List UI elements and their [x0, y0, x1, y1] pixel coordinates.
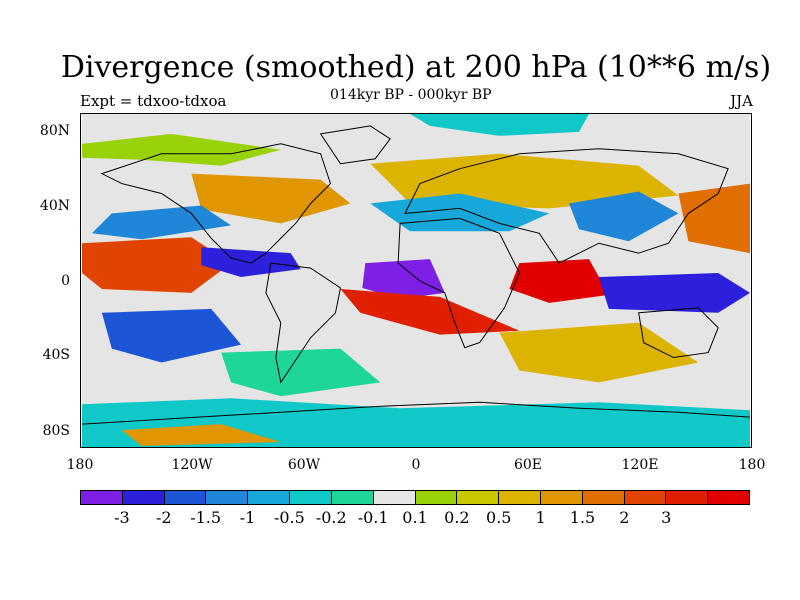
colorbar-label: -0.1 — [357, 508, 389, 527]
colorbar-box — [122, 491, 165, 504]
field-arctic-green — [82, 133, 281, 166]
colorbar-label: 0.2 — [444, 508, 470, 527]
field-sh-orange — [499, 322, 699, 383]
colorbar-label: -1 — [239, 508, 256, 527]
coast-australia — [638, 307, 719, 359]
field-na-orange — [191, 173, 351, 224]
lat-tick-40s: 40S — [42, 347, 70, 363]
field-eurasia-orange — [370, 153, 679, 209]
colorbar — [80, 490, 750, 505]
divergence-map — [80, 113, 752, 448]
colorbar-label: 1.5 — [569, 508, 596, 527]
lon-tick-60w: 60W — [287, 457, 321, 473]
season-label: JJA — [730, 92, 753, 110]
colorbar-label: -3 — [114, 508, 130, 527]
coast-eurasia — [404, 148, 729, 264]
colorbar-label: 3 — [661, 508, 672, 527]
colorbar-box — [666, 491, 709, 504]
colorbar-label: 0.1 — [402, 508, 428, 527]
field-npacific-orange — [678, 183, 750, 254]
coastlines — [81, 125, 751, 425]
colorbar-box — [540, 491, 583, 504]
colorbar-box — [206, 491, 249, 504]
field-atlantic-red — [340, 288, 520, 335]
lat-tick-80n: 80N — [39, 123, 70, 139]
colorbar-box — [290, 491, 332, 504]
lon-tick-60e: 60E — [513, 457, 543, 473]
field-maritime-blue — [598, 273, 750, 313]
colorbar-box — [624, 491, 667, 504]
colorbar-box — [415, 491, 458, 504]
colorbar-label: -0.5 — [273, 508, 305, 527]
lat-tick-40n: 40N — [39, 198, 70, 214]
colorbar-box — [81, 491, 123, 504]
colorbar-box — [164, 491, 207, 504]
field-sh-teal — [221, 348, 381, 397]
field-sh-blue — [101, 308, 242, 363]
lat-tick-80s: 80S — [42, 423, 70, 439]
field-antarctic-orange — [121, 424, 281, 447]
coast-africa — [397, 217, 520, 349]
colorbar-box — [457, 491, 500, 504]
coast-north-america — [100, 143, 332, 264]
experiment-label: Expt = tdxoo-tdxoa — [80, 92, 227, 110]
period-subtitle: 014kyr BP - 000kyr BP — [330, 87, 492, 103]
colorbar-label: 2 — [619, 508, 630, 527]
lon-tick-120w: 120W — [171, 457, 213, 473]
figure-title: Divergence (smoothed) at 200 hPa (10**6 … — [60, 50, 772, 85]
lon-tick-180e: 180 — [738, 457, 766, 473]
lon-tick-0: 0 — [411, 457, 421, 473]
colorbar-box — [373, 491, 416, 504]
colorbar-label: -0.2 — [315, 508, 347, 527]
field-io-red — [509, 259, 609, 303]
lat-tick-0: 0 — [61, 273, 70, 289]
field-arctic-teal — [410, 114, 589, 136]
coast-greenland — [319, 125, 391, 165]
colorbar-box — [248, 491, 291, 504]
colorbar-box — [708, 491, 749, 504]
colorbar-label: -1.5 — [190, 508, 222, 527]
colorbar-label: -2 — [155, 508, 172, 527]
lon-tick-120e: 120E — [621, 457, 659, 473]
colorbar-label: 1 — [535, 508, 546, 527]
coast-south-america — [265, 262, 342, 384]
colorbar-box — [331, 491, 374, 504]
colorbar-box — [499, 491, 541, 504]
lon-tick-180w: 180 — [66, 457, 94, 473]
field-asia-blue — [569, 191, 679, 242]
coast-antarctica — [81, 401, 751, 425]
field-atlantic-purple — [362, 259, 445, 299]
colorbar-label: 0.5 — [486, 508, 512, 527]
field-pacific-red — [82, 237, 232, 293]
field-carib-blue — [201, 247, 301, 278]
field-na-blue — [91, 205, 232, 240]
colorbar-box — [582, 491, 625, 504]
